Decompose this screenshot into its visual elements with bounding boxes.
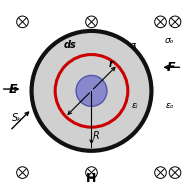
Circle shape bbox=[17, 167, 28, 178]
Text: H: H bbox=[86, 172, 97, 184]
Circle shape bbox=[32, 31, 151, 151]
Circle shape bbox=[155, 167, 166, 178]
Text: R: R bbox=[93, 131, 99, 141]
Text: σᵢ: σᵢ bbox=[130, 41, 137, 50]
Circle shape bbox=[17, 16, 28, 28]
Circle shape bbox=[169, 16, 181, 28]
Text: εᵢ: εᵢ bbox=[132, 101, 138, 110]
Circle shape bbox=[76, 75, 107, 106]
Text: r: r bbox=[109, 59, 114, 69]
Text: F: F bbox=[166, 61, 175, 74]
Circle shape bbox=[169, 167, 181, 178]
Text: Sₖ: Sₖ bbox=[12, 113, 22, 123]
Text: E: E bbox=[9, 83, 18, 96]
Text: ds: ds bbox=[63, 40, 76, 50]
Text: σₒ: σₒ bbox=[165, 36, 174, 45]
Circle shape bbox=[86, 16, 97, 28]
Text: εₒ: εₒ bbox=[165, 101, 174, 110]
Circle shape bbox=[86, 167, 97, 178]
Circle shape bbox=[155, 16, 166, 28]
